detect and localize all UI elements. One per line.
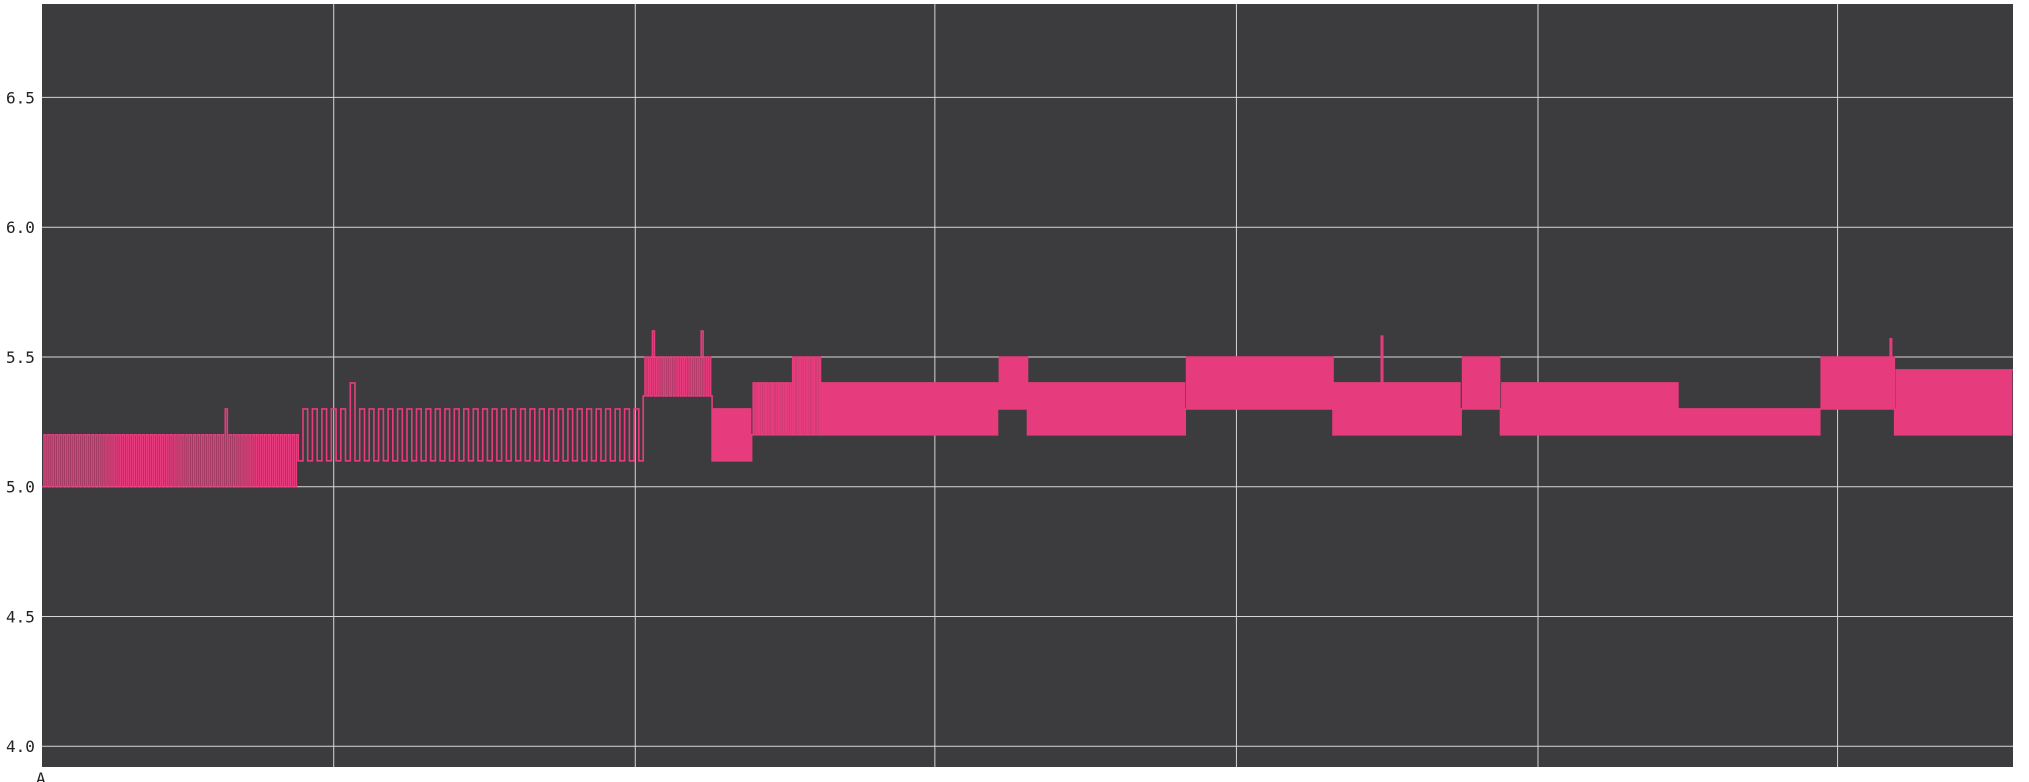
y-axis-tick-labels: 6.5 6.0 5.5 5.0 4.5 4.0 bbox=[6, 88, 35, 756]
y-tick-label: 4.0 bbox=[6, 737, 35, 756]
y-tick-label: 5.5 bbox=[6, 348, 35, 367]
y-tick-label: 5.0 bbox=[6, 478, 35, 497]
y-tick-label: 4.5 bbox=[6, 607, 35, 626]
horizontal-gridlines bbox=[42, 96, 2013, 747]
corner-mark: A bbox=[36, 769, 46, 782]
y-tick-label: 6.5 bbox=[6, 88, 35, 107]
y-tick-label: 6.0 bbox=[6, 218, 35, 237]
series-line bbox=[42, 330, 2013, 488]
